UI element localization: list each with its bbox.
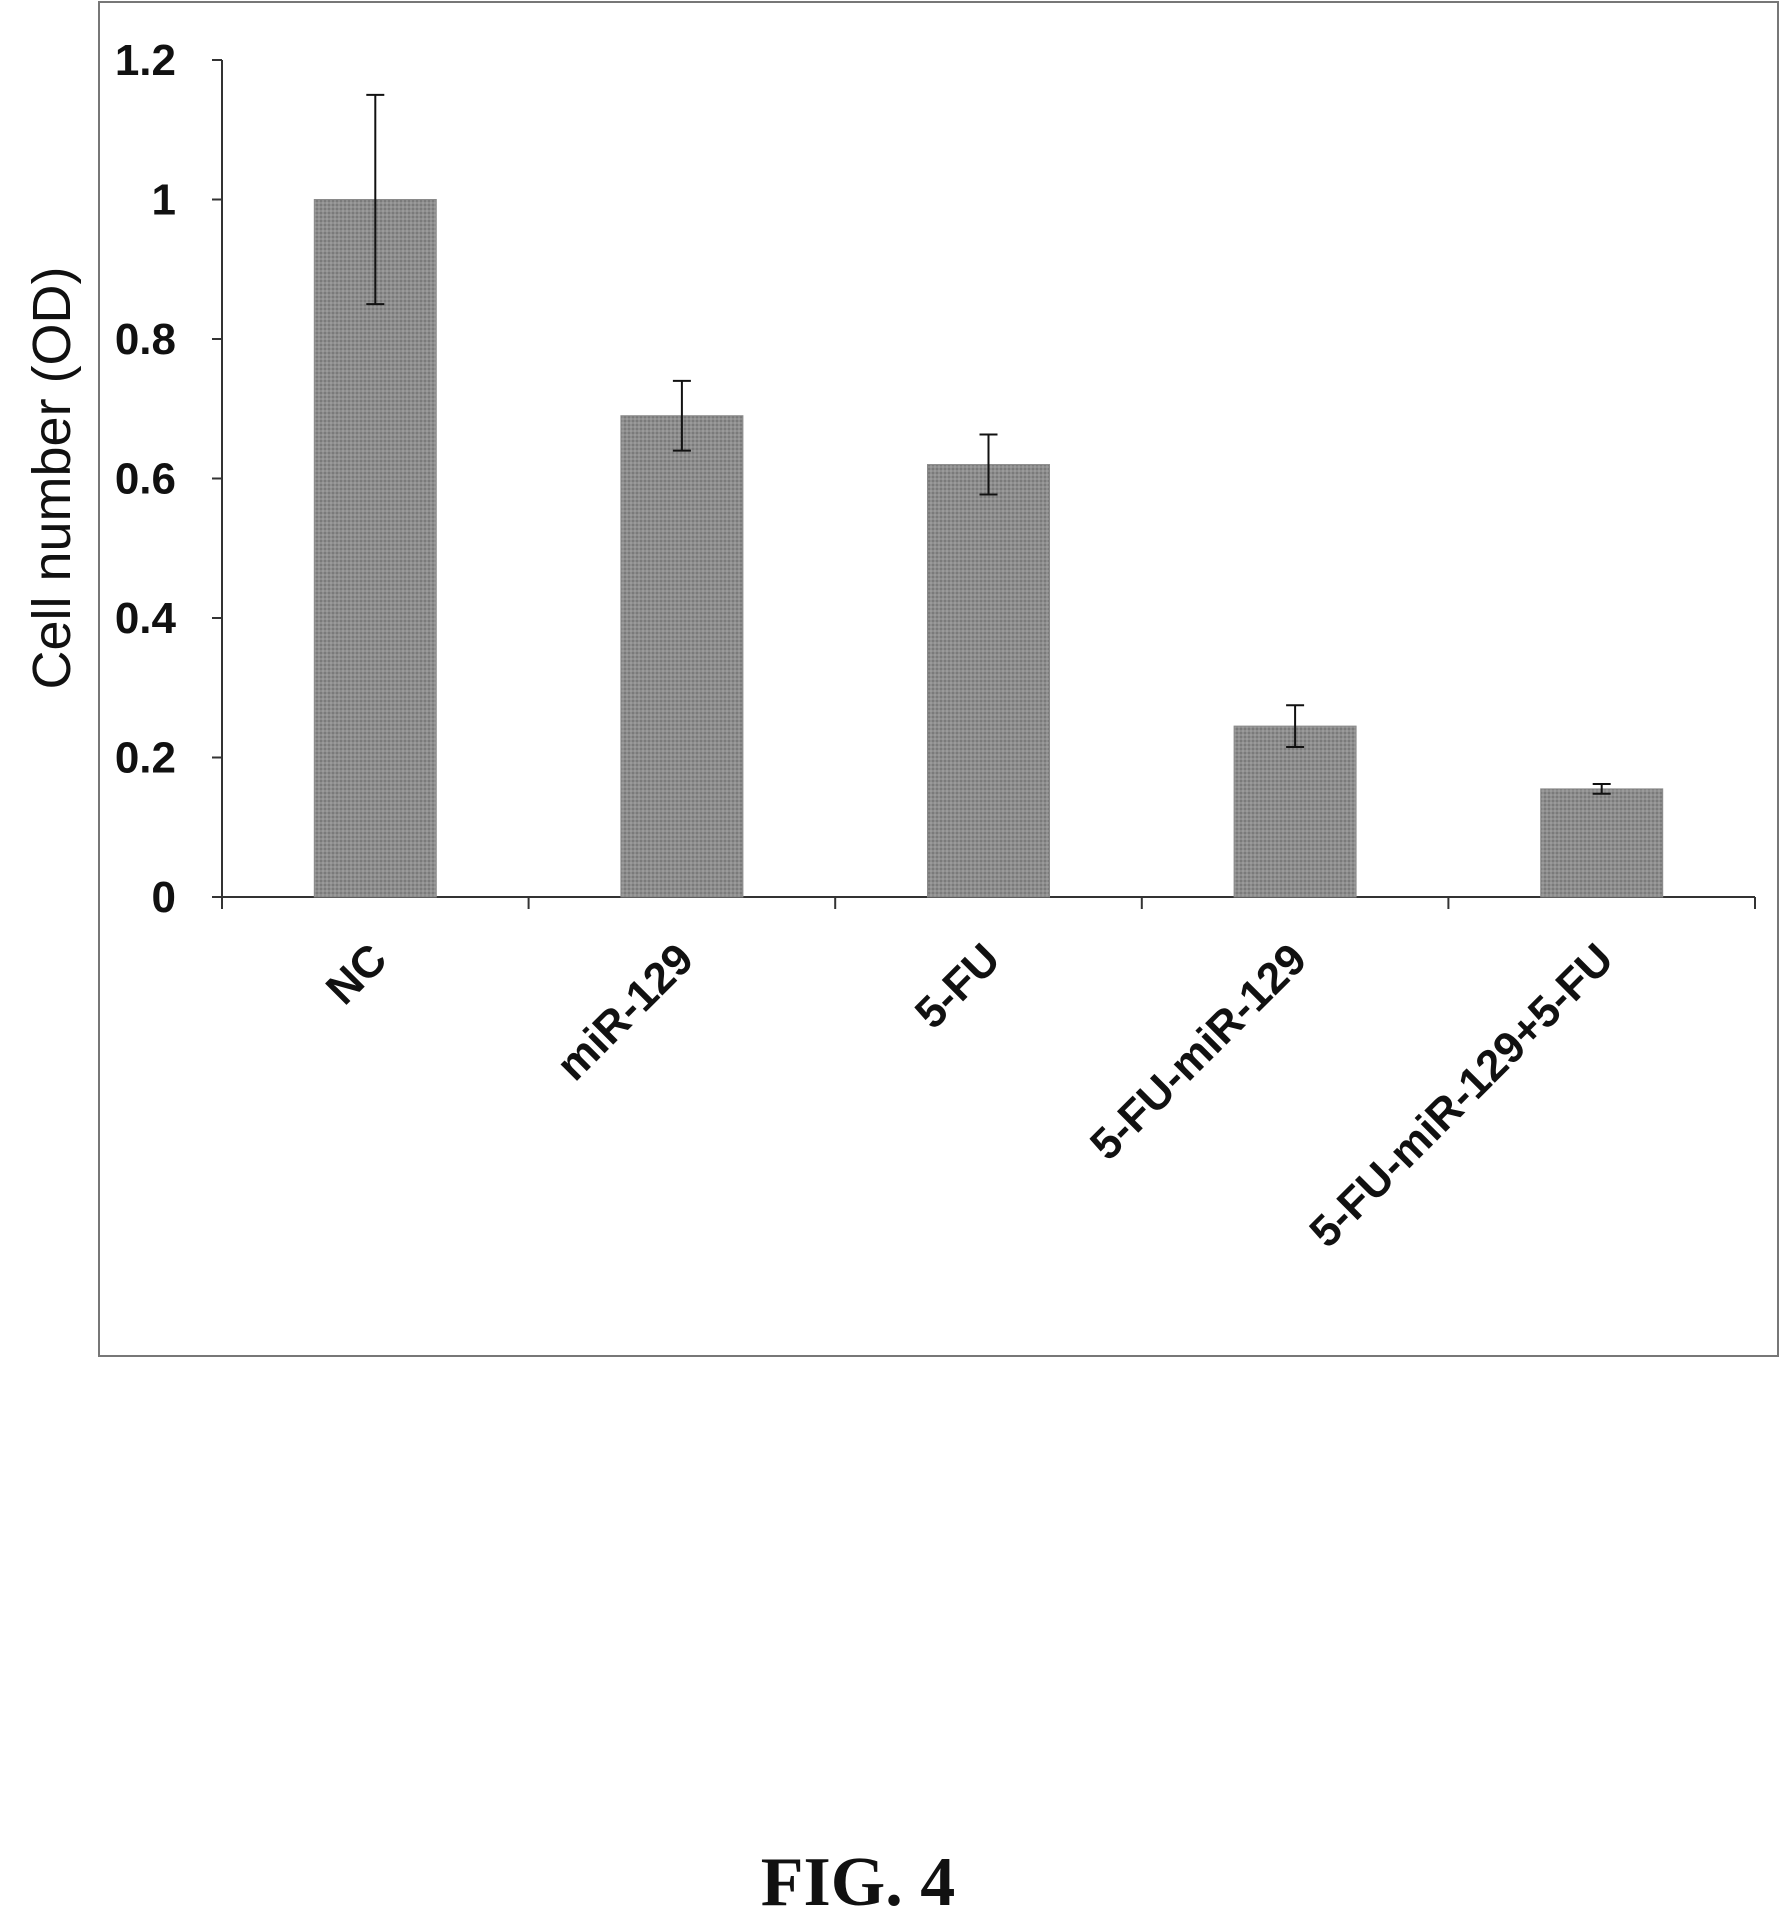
bar [1233,725,1357,898]
y-tick-label: 0.2 [115,734,176,783]
bar [927,464,1050,898]
category-label: NC [317,934,397,1014]
y-tick-label: 0.6 [115,455,176,504]
category-label: miR-129 [547,934,703,1090]
bar [620,415,744,898]
bars-group [313,199,1664,898]
bar [313,199,437,898]
y-tick-label: 0.4 [115,594,177,643]
y-tick-label: 0.8 [115,315,176,364]
error-bars-group [366,93,1611,795]
category-label: 5-FU-miR-129 [1081,934,1316,1169]
bar [1540,788,1664,898]
x-axis-ticks [221,897,1756,909]
y-axis-title: Cell number (OD) [22,266,82,689]
figure-caption: FIG. 4 [761,1844,955,1921]
category-labels: NC miR-129 5-FU 5-FU-miR-1295-FU-miR-129+5-… [317,934,1623,1257]
y-tick-label: 1 [152,176,176,225]
y-tick-label: 1.2 [115,36,176,85]
y-axis-ticks: 0 0.2 0.4 0.6 0.8 1 1.2 [115,36,222,922]
category-label: 5-FU-miR-129+5-FU [1300,934,1623,1257]
category-label: 5-FU [906,934,1010,1038]
y-tick-label: 0 [152,873,176,922]
chart-frame [98,1,1779,1357]
